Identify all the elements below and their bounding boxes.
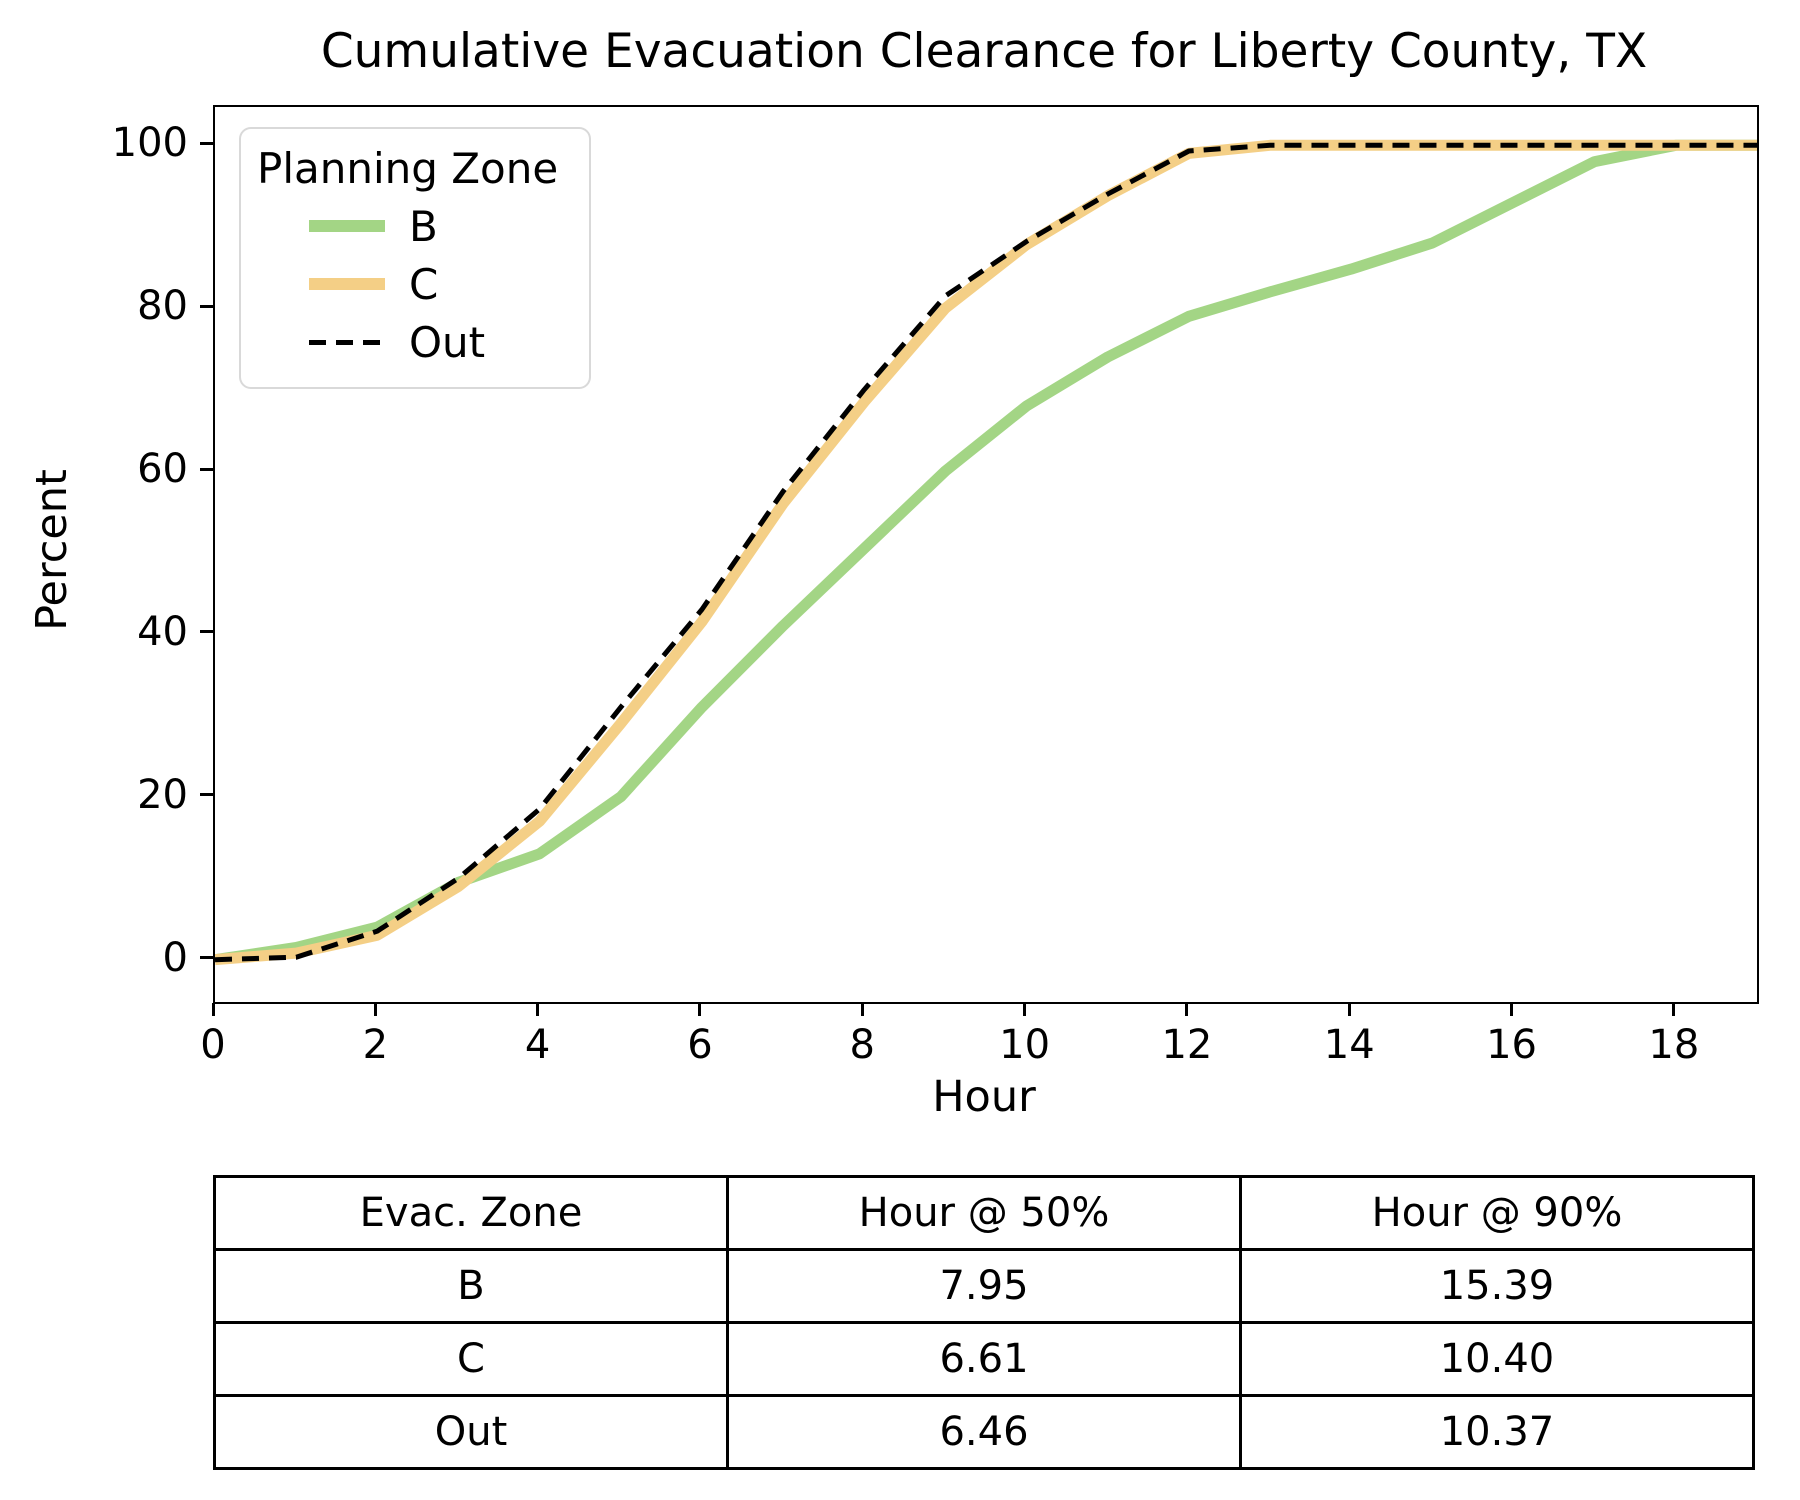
table-cell: 10.37 (1239, 1394, 1755, 1470)
clearance-summary-table: Evac. Zone Hour @ 50% Hour @ 90% B 7.95 15.39… (213, 1175, 1755, 1470)
table-cell: C (213, 1321, 729, 1397)
table-cell: 7.95 (726, 1248, 1242, 1324)
y-tick-mark (200, 956, 213, 960)
x-tick-mark (698, 1002, 702, 1016)
y-tick-mark (200, 304, 213, 308)
table-row: Out 6.46 10.37 (213, 1394, 1755, 1470)
y-tick-label: 100 (111, 120, 188, 167)
legend-label-c: C (409, 259, 439, 309)
x-tick-label: 16 (1486, 1022, 1537, 1068)
table-cell: 6.46 (726, 1394, 1242, 1470)
legend-title: Planning Zone (257, 144, 559, 193)
series-line-c (215, 139, 1757, 966)
legend-item-b: B (309, 197, 575, 255)
y-tick-mark (200, 467, 213, 471)
x-tick-mark (1185, 1002, 1189, 1016)
table-header-cell: Evac. Zone (213, 1175, 729, 1251)
table-row: B 7.95 15.39 (213, 1248, 1755, 1324)
x-tick-mark (373, 1002, 377, 1016)
table-cell: Out (213, 1394, 729, 1470)
table-header-row: Evac. Zone Hour @ 50% Hour @ 90% (213, 1175, 1755, 1251)
table-cell: 15.39 (1239, 1248, 1755, 1324)
table-cell: 6.61 (726, 1321, 1242, 1397)
x-tick-label: 4 (524, 1022, 551, 1068)
table-cell: B (213, 1248, 729, 1324)
y-tick-mark (200, 141, 213, 145)
x-tick-label: 0 (200, 1022, 226, 1068)
legend-item-c: C (309, 255, 575, 313)
legend-label-out: Out (409, 317, 486, 367)
x-tick-label: 2 (362, 1022, 389, 1068)
y-tick-mark (200, 630, 213, 634)
x-tick-mark (1510, 1002, 1514, 1016)
y-tick-label: 60 (137, 446, 188, 493)
x-tick-label: 14 (1323, 1022, 1375, 1068)
y-tick-label: 0 (162, 934, 188, 981)
legend-swatch-b-line (309, 220, 385, 232)
x-tick-mark (211, 1002, 215, 1016)
x-tick-label: 8 (849, 1022, 875, 1068)
x-tick-label: 10 (999, 1022, 1051, 1068)
chart-title: Cumulative Evacuation Clearance for Libe… (320, 24, 1648, 79)
series-line-out (215, 142, 1757, 963)
legend-swatch-out-dashed-line (309, 339, 385, 345)
legend-label-b: B (409, 201, 438, 251)
y-tick-mark (200, 793, 213, 797)
y-tick-label: 40 (137, 608, 188, 655)
x-axis-label: Hour (932, 1072, 1036, 1122)
x-tick-label: 18 (1648, 1022, 1700, 1068)
x-tick-mark (860, 1002, 864, 1016)
table-row: C 6.61 10.40 (213, 1321, 1755, 1397)
x-tick-mark (1023, 1002, 1027, 1016)
plot-area: Planning Zone B C Out (213, 105, 1759, 1004)
y-tick-label: 80 (137, 283, 188, 330)
table-header-cell: Hour @ 50% (726, 1175, 1242, 1251)
x-tick-mark (1347, 1002, 1351, 1016)
table-header-cell: Hour @ 90% (1239, 1175, 1755, 1251)
x-tick-mark (536, 1002, 540, 1016)
line-chart (215, 139, 1757, 966)
legend: Planning Zone B C Out (239, 127, 591, 389)
x-tick-mark (1672, 1002, 1676, 1016)
x-tick-label: 12 (1161, 1022, 1213, 1068)
y-tick-label: 20 (137, 771, 188, 818)
legend-swatch-c-line (309, 278, 385, 290)
table-cell: 10.40 (1239, 1321, 1755, 1397)
legend-item-out: Out (309, 313, 575, 371)
x-tick-label: 6 (687, 1022, 713, 1068)
